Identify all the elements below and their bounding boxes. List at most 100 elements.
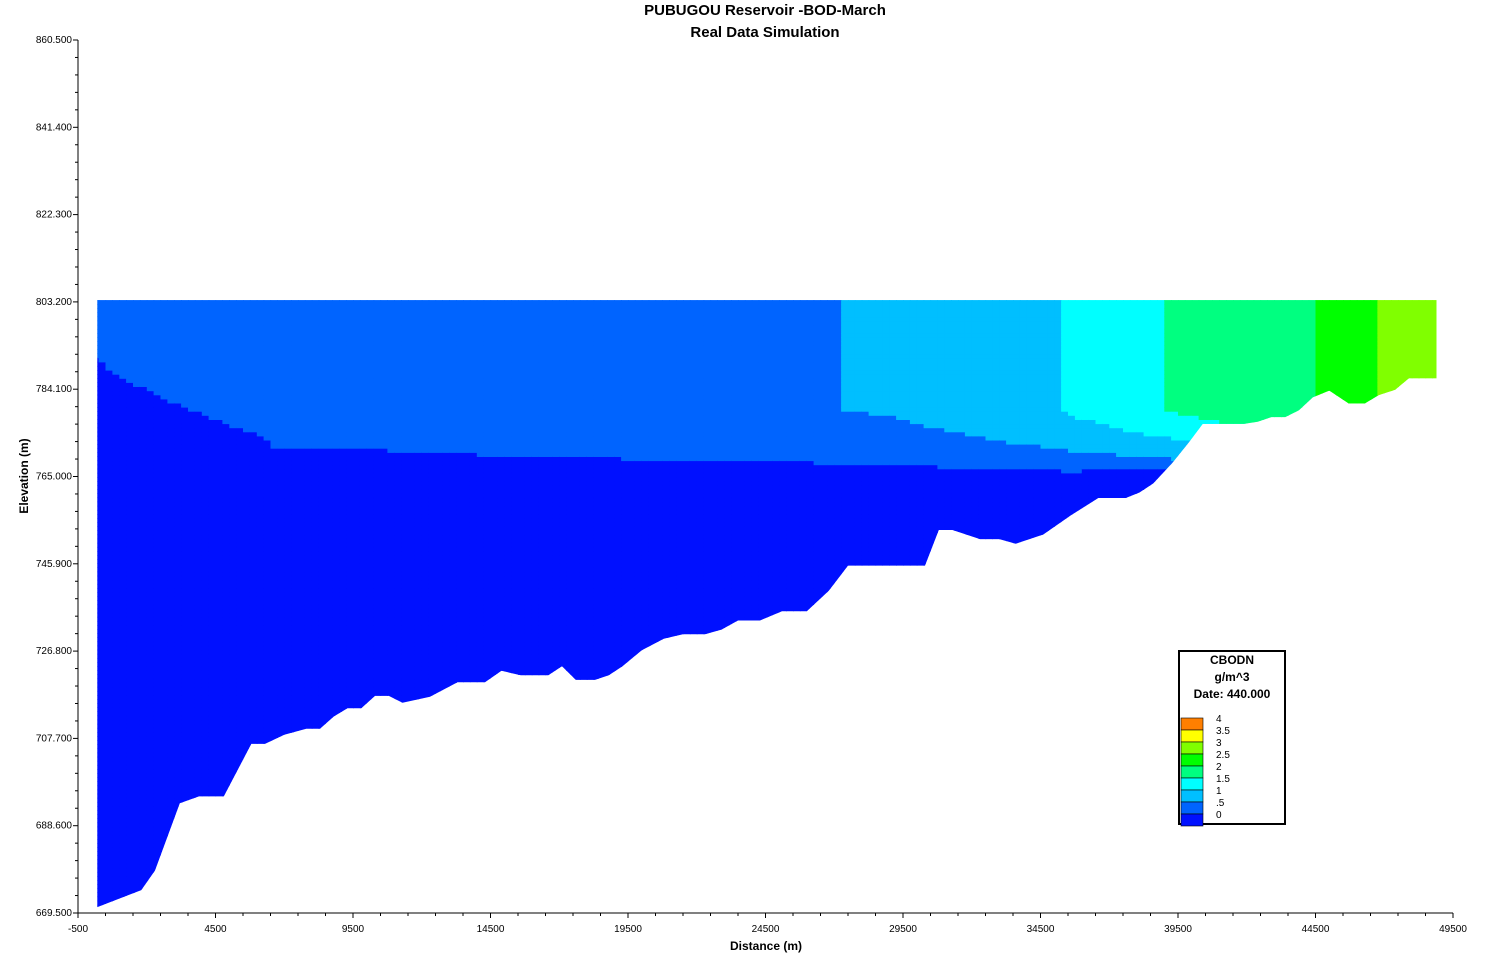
- contour-cell: [92, 633, 100, 638]
- contour-cell: [195, 851, 203, 856]
- contour-cell: [92, 777, 100, 782]
- contour-cell: [99, 481, 107, 486]
- contour-cell: [126, 761, 134, 766]
- contour-cell: [229, 547, 237, 552]
- contour-cell: [126, 798, 134, 803]
- contour-cell: [147, 333, 155, 338]
- contour-cell: [291, 666, 299, 671]
- contour-cell: [271, 312, 279, 317]
- contour-cell: [99, 864, 107, 869]
- contour-cell: [284, 378, 292, 383]
- contour-cell: [229, 366, 237, 371]
- contour-cell: [119, 765, 127, 770]
- contour-cell: [195, 880, 203, 885]
- contour-cell: [161, 765, 169, 770]
- contour-cell: [209, 884, 217, 889]
- contour-cell: [140, 518, 148, 523]
- contour-cell: [222, 345, 230, 350]
- contour-cell: [188, 666, 196, 671]
- contour-cell: [271, 740, 279, 745]
- contour-cell: [291, 522, 299, 527]
- contour-cell: [243, 888, 251, 893]
- contour-cell: [284, 720, 292, 725]
- contour-cell: [250, 831, 258, 836]
- contour-cell: [106, 670, 114, 675]
- contour-cell: [133, 382, 141, 387]
- contour-cell: [271, 600, 279, 605]
- contour-cell: [243, 600, 251, 605]
- contour-cell: [181, 794, 189, 799]
- contour-cell: [99, 646, 107, 651]
- contour-cell: [188, 300, 196, 301]
- contour-cell: [161, 683, 169, 688]
- contour-cell: [271, 629, 279, 634]
- contour-cell: [202, 370, 210, 375]
- contour-cell: [195, 691, 203, 696]
- contour-cell: [284, 312, 292, 317]
- contour-cell: [236, 658, 244, 663]
- contour-cell: [133, 543, 141, 548]
- contour-cell: [243, 749, 251, 754]
- contour-cell: [195, 572, 203, 577]
- contour-cell: [147, 300, 155, 305]
- contour-cell: [188, 580, 196, 585]
- contour-cell: [181, 851, 189, 856]
- contour-cell: [112, 855, 120, 860]
- contour-cell: [92, 650, 100, 655]
- contour-cell: [161, 473, 169, 478]
- contour-cell: [112, 625, 120, 630]
- contour-cell: [229, 325, 237, 330]
- contour-cell: [92, 843, 100, 848]
- contour-cell: [92, 814, 100, 819]
- contour-cell: [154, 629, 162, 634]
- contour-cell: [271, 481, 279, 486]
- contour-cell: [277, 625, 285, 630]
- contour-cell: [222, 695, 230, 700]
- contour-cell: [133, 436, 141, 441]
- contour-cell: [277, 481, 285, 486]
- contour-cell: [243, 522, 251, 527]
- contour-cell: [99, 563, 107, 568]
- contour-cell: [188, 744, 196, 749]
- contour-cell: [106, 477, 114, 482]
- contour-cell: [188, 687, 196, 692]
- contour-cell: [154, 835, 162, 840]
- contour-cell: [209, 666, 217, 671]
- contour-cell: [216, 399, 224, 404]
- contour-cell: [250, 510, 258, 515]
- contour-cell: [305, 880, 313, 885]
- contour-cell: [147, 740, 155, 745]
- contour-cell: [161, 868, 169, 873]
- contour-cell: [174, 436, 182, 441]
- contour-cell: [305, 609, 313, 614]
- contour-cell: [92, 716, 100, 721]
- contour-cell: [161, 321, 169, 326]
- contour-cell: [250, 366, 258, 371]
- contour-cell: [106, 860, 114, 865]
- contour-cell: [284, 806, 292, 811]
- contour-cell: [133, 901, 141, 906]
- contour-cell: [284, 646, 292, 651]
- contour-cell: [147, 370, 155, 375]
- contour-cell: [112, 810, 120, 815]
- contour-cell: [92, 732, 100, 737]
- contour-cell: [243, 613, 251, 618]
- contour-cell: [133, 650, 141, 655]
- contour-cell: [305, 703, 313, 708]
- contour-cell: [229, 740, 237, 745]
- contour-cell: [147, 728, 155, 733]
- contour-cell: [284, 498, 292, 503]
- contour-cell: [181, 724, 189, 729]
- contour-cell: [126, 892, 134, 897]
- contour-cell: [229, 317, 237, 322]
- contour-cell: [195, 777, 203, 782]
- contour-cell: [284, 510, 292, 515]
- contour-cell: [140, 683, 148, 688]
- contour-cell: [167, 584, 175, 589]
- contour-cell: [216, 806, 224, 811]
- contour-cell: [277, 888, 285, 893]
- contour-cell: [174, 810, 182, 815]
- contour-cell: [154, 547, 162, 552]
- contour-cell: [119, 876, 127, 881]
- contour-cell: [161, 428, 169, 433]
